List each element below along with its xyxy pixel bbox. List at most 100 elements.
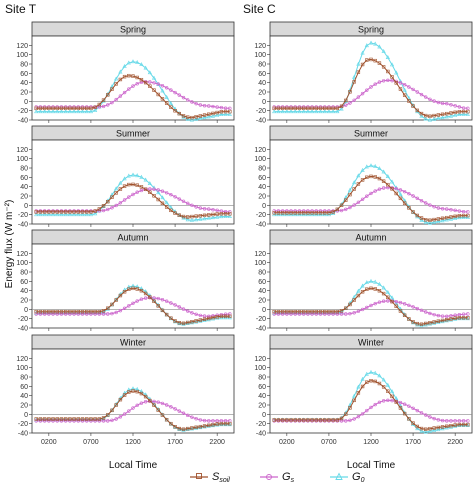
data-point	[318, 309, 323, 314]
data-point	[352, 80, 356, 84]
y-tick-label: -40	[18, 118, 28, 125]
data-point	[381, 291, 386, 296]
data-point	[143, 80, 148, 85]
data-point	[389, 389, 395, 394]
data-point	[169, 208, 173, 213]
data-point	[423, 116, 428, 121]
data-point	[331, 418, 335, 422]
data-point	[453, 419, 457, 423]
y-tick-label: -40	[18, 326, 28, 333]
data-point	[84, 212, 89, 217]
data-point	[457, 109, 462, 114]
data-point	[101, 204, 106, 208]
data-point	[385, 382, 390, 387]
data-point	[101, 208, 106, 213]
data-point	[348, 302, 352, 307]
data-point	[202, 424, 207, 428]
data-point	[51, 309, 55, 314]
series-line-g0	[274, 165, 468, 224]
data-point	[436, 217, 441, 221]
data-point	[63, 210, 68, 214]
data-point	[407, 85, 411, 89]
data-point	[34, 109, 39, 114]
data-point	[211, 419, 215, 423]
data-point	[402, 83, 407, 87]
data-point	[360, 167, 365, 172]
data-point	[335, 418, 340, 422]
data-point	[398, 81, 403, 85]
data-point	[445, 111, 449, 116]
data-point	[365, 88, 369, 92]
data-point	[339, 309, 344, 313]
data-point	[190, 115, 194, 120]
data-point	[428, 97, 432, 101]
data-point	[114, 191, 118, 195]
data-point	[215, 110, 219, 115]
data-point	[215, 315, 219, 319]
data-point	[198, 313, 203, 318]
data-point	[135, 287, 139, 291]
data-point	[453, 208, 457, 213]
data-point	[51, 210, 55, 214]
y-tick-label: -20	[18, 108, 28, 115]
data-point	[436, 113, 441, 117]
data-point	[206, 317, 211, 322]
data-point	[97, 105, 102, 109]
data-point	[88, 109, 94, 114]
data-point	[68, 309, 72, 314]
data-point	[135, 389, 139, 394]
data-point	[215, 105, 219, 109]
data-point	[423, 429, 428, 434]
data-point	[432, 99, 436, 103]
data-point	[436, 319, 441, 323]
data-point	[445, 317, 449, 322]
data-point	[386, 69, 390, 74]
data-point	[461, 316, 466, 321]
data-point	[223, 421, 228, 426]
data-point	[122, 176, 127, 181]
data-point	[47, 106, 51, 111]
data-point	[289, 418, 293, 422]
data-point	[147, 181, 152, 186]
data-point	[419, 113, 424, 118]
data-point	[80, 417, 85, 421]
data-point	[122, 74, 127, 79]
data-point	[407, 206, 411, 210]
data-point	[318, 312, 323, 316]
data-point	[365, 287, 369, 291]
data-point	[131, 301, 135, 306]
data-point	[272, 109, 277, 114]
data-point	[365, 380, 369, 384]
panel-site-c-winter: Winter -40 -20 0 20 40 60 80 100 120 0200 0700 1200 1…	[254, 334, 473, 446]
data-point	[110, 311, 114, 316]
data-point	[156, 188, 160, 192]
data-point	[181, 199, 186, 203]
data-point	[76, 309, 80, 314]
data-point	[423, 322, 428, 327]
data-point	[461, 111, 466, 116]
data-point	[38, 106, 43, 111]
data-point	[211, 422, 215, 427]
data-point	[335, 312, 340, 316]
data-point	[453, 214, 457, 219]
data-point	[419, 216, 424, 220]
data-point	[97, 309, 102, 314]
data-point	[424, 310, 428, 314]
data-point	[164, 94, 169, 99]
data-point	[457, 316, 462, 320]
data-point	[360, 412, 365, 416]
data-point	[42, 106, 47, 111]
data-point	[365, 58, 369, 62]
data-point	[377, 400, 382, 404]
data-point	[118, 77, 123, 82]
data-point	[449, 424, 453, 428]
panel-site-t-autumn: Autumn -40 -20 0 20 40 60 80 100 120	[16, 229, 235, 333]
y-tick-label: -20	[256, 421, 266, 428]
data-point	[85, 312, 89, 316]
data-point	[373, 370, 378, 375]
series-ssoil	[272, 174, 470, 222]
data-point	[356, 288, 361, 293]
data-point	[381, 285, 386, 290]
data-point	[348, 311, 352, 316]
panel-site-t-winter: Winter -40 -20 0 20 40 60 80 100 120 0200 0700 1200 1…	[16, 334, 235, 446]
